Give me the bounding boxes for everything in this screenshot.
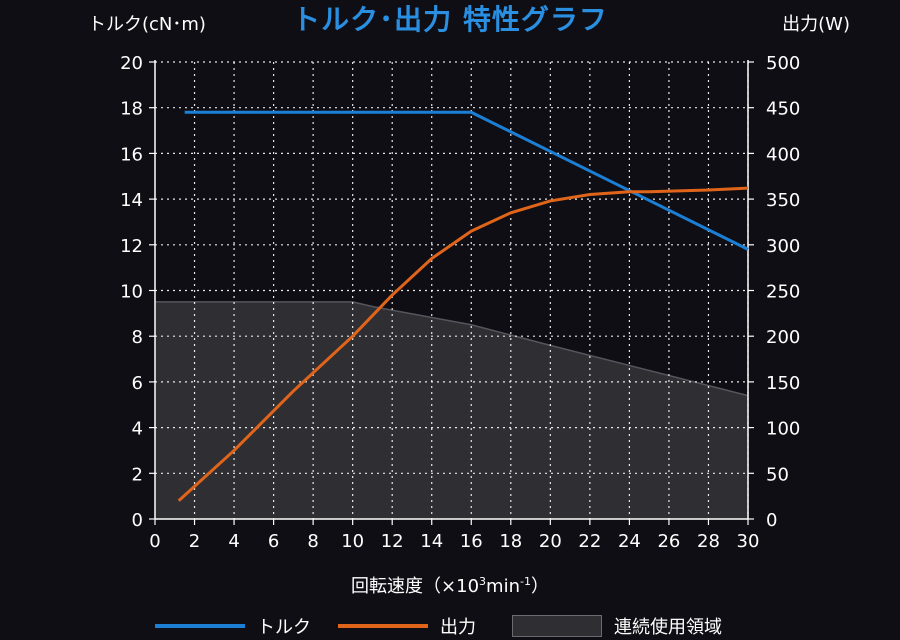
y-left-tick-label: 10 xyxy=(120,282,143,303)
legend-swatch-continuous-area xyxy=(512,615,602,637)
y-left-tick-label: 20 xyxy=(120,53,143,74)
legend-item-torque: トルク xyxy=(155,614,311,638)
series-line-output xyxy=(177,186,749,502)
y-left-tick-label: 0 xyxy=(132,510,143,531)
x-tick-label: 24 xyxy=(618,531,641,552)
x-tick-label: 18 xyxy=(499,531,522,552)
x-tick-label: 8 xyxy=(307,531,318,552)
y-right-tick-label: 500 xyxy=(766,53,800,74)
y-left-tick-label: 12 xyxy=(120,236,143,257)
y-right-tick-label: 400 xyxy=(766,144,800,165)
legend: トルク 出力 連続使用領域 xyxy=(0,614,900,638)
legend-item-output: 出力 xyxy=(338,614,476,638)
y-right-tick-label: 200 xyxy=(766,327,800,348)
x-axis-label-sup2: -1 xyxy=(519,575,531,588)
series-line-torque xyxy=(184,110,749,251)
legend-swatch-output xyxy=(338,624,428,628)
y-right-tick-label: 150 xyxy=(766,373,800,394)
legend-swatch-torque xyxy=(155,624,245,628)
chart-title: トルク･出力 特性グラフ xyxy=(292,3,608,36)
y-right-tick-label: 450 xyxy=(766,99,800,120)
x-tick-label: 12 xyxy=(381,531,404,552)
y-right-tick-label: 300 xyxy=(766,236,800,257)
x-axis-label-unit: min xyxy=(486,576,520,597)
x-tick-label: 30 xyxy=(737,531,760,552)
x-axis-label: 回転速度（×103min-1） xyxy=(0,572,900,598)
y-left-tick-label: 8 xyxy=(132,327,143,348)
x-tick-label: 20 xyxy=(539,531,562,552)
x-tick-label: 0 xyxy=(149,531,160,552)
x-axis-label-sup1: 3 xyxy=(479,575,487,588)
legend-item-continuous-area: 連続使用領域 xyxy=(512,614,722,638)
y-axis-left-label: トルク(cN･m) xyxy=(88,14,206,35)
x-tick-label: 16 xyxy=(460,531,483,552)
y-axis-right-label: 出力(W) xyxy=(782,14,850,35)
x-tick-label: 4 xyxy=(228,531,239,552)
x-tick-label: 22 xyxy=(578,531,601,552)
x-axis-label-main: 回転速度（×10 xyxy=(351,576,480,597)
y-left-tick-label: 18 xyxy=(120,99,143,120)
legend-label-output: 出力 xyxy=(440,617,476,638)
y-right-tick-label: 100 xyxy=(766,419,800,440)
y-right-tick-label: 0 xyxy=(766,510,777,531)
continuous-area xyxy=(155,301,748,519)
x-tick-label: 26 xyxy=(657,531,680,552)
y-left-tick-label: 6 xyxy=(132,373,143,394)
legend-label-torque: トルク xyxy=(257,617,311,638)
y-right-tick-label: 350 xyxy=(766,190,800,211)
x-tick-label: 28 xyxy=(697,531,720,552)
continuous-area-edge xyxy=(155,301,749,397)
legend-label-continuous-area: 連続使用領域 xyxy=(614,617,722,638)
y-right-tick-label: 250 xyxy=(766,282,800,303)
y-left-tick-label: 14 xyxy=(120,190,143,211)
x-tick-label: 6 xyxy=(268,531,279,552)
x-tick-label: 10 xyxy=(341,531,364,552)
x-tick-label: 14 xyxy=(420,531,443,552)
y-right-tick-label: 50 xyxy=(766,464,789,485)
x-tick-label: 2 xyxy=(189,531,200,552)
y-left-tick-label: 2 xyxy=(132,464,143,485)
x-axis-label-end: ） xyxy=(530,576,549,597)
y-left-tick-label: 4 xyxy=(132,419,143,440)
y-left-tick-label: 16 xyxy=(120,144,143,165)
